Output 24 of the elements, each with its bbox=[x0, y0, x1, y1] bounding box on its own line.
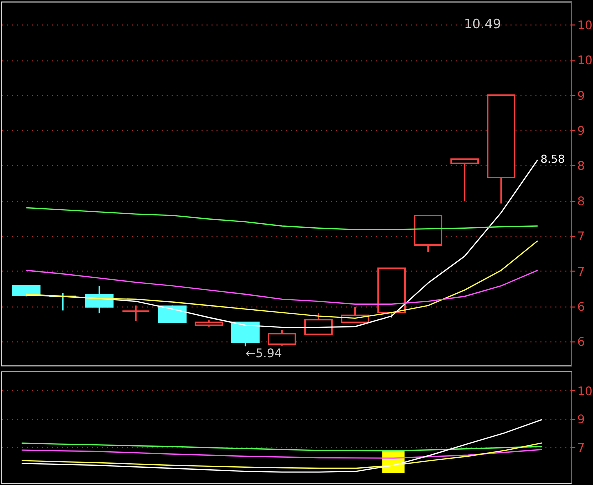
y-tick-label: 9 bbox=[578, 412, 586, 427]
y-tick-label: 9 bbox=[578, 124, 586, 138]
annotation: 8.58 bbox=[540, 153, 566, 166]
y-tick-label: 10 bbox=[578, 54, 593, 68]
annotation: ←5.94 bbox=[246, 346, 282, 361]
y-tick-label: 8 bbox=[578, 159, 586, 174]
y-tick-label: 10 bbox=[578, 384, 593, 398]
y-tick-label: 6 bbox=[578, 335, 586, 350]
y-tick-label: 7 bbox=[578, 440, 586, 455]
y-tick-label: 10 bbox=[578, 18, 593, 33]
y-tick-label: 9 bbox=[578, 88, 586, 103]
line-series bbox=[21, 419, 543, 473]
y-tick-label: 7 bbox=[578, 230, 586, 244]
y-tick-label: 7 bbox=[578, 264, 586, 279]
y-tick-label: 6 bbox=[578, 300, 586, 314]
candlestick bbox=[122, 305, 150, 322]
line-series bbox=[26, 160, 538, 328]
line-series bbox=[26, 240, 538, 320]
line-series bbox=[26, 270, 538, 305]
candlestick bbox=[48, 292, 78, 312]
candlestick bbox=[450, 158, 480, 202]
y-tick-label: 8 bbox=[578, 194, 586, 208]
line-series bbox=[26, 207, 538, 230]
annotation: 10.49 bbox=[464, 18, 502, 33]
